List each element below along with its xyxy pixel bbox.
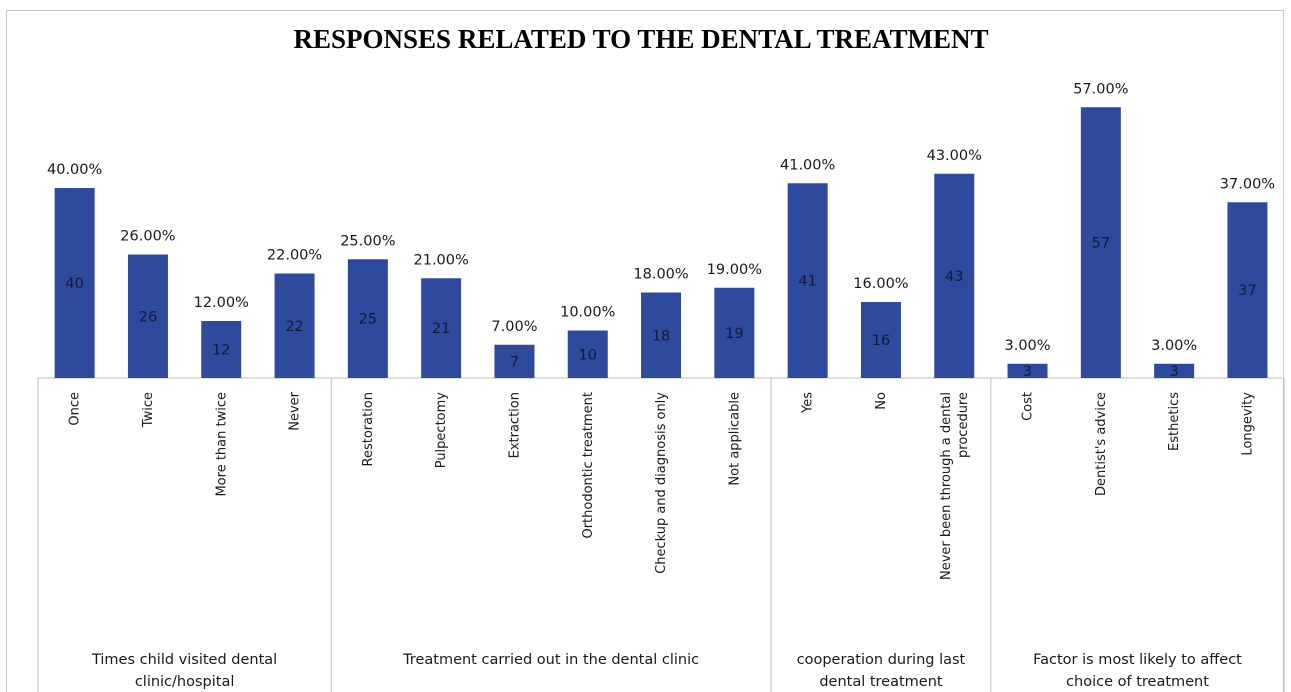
x-tick-label: Restoration xyxy=(361,392,376,466)
bar xyxy=(860,302,901,378)
bar xyxy=(714,287,755,378)
group-label: Times child visited dental xyxy=(91,652,277,668)
bar-value-label: 25 xyxy=(359,312,377,328)
bar xyxy=(421,278,462,378)
bar-percent-label: 16.00% xyxy=(853,276,908,292)
group-label: choice of treatment xyxy=(1066,674,1209,690)
bar-value-label: 21 xyxy=(432,321,450,337)
group-label: Factor is most likely to affect xyxy=(1033,652,1242,668)
group-label: clinic/hospital xyxy=(135,674,235,690)
x-tick-label: procedure xyxy=(956,392,971,458)
bar-value-label: 16 xyxy=(872,333,890,349)
bar xyxy=(567,330,608,378)
bar-percent-label: 3.00% xyxy=(1005,338,1051,354)
bar-percent-label: 10.00% xyxy=(560,305,615,321)
bar xyxy=(201,321,242,378)
bar-value-label: 19 xyxy=(725,326,743,342)
bar-percent-label: 40.00% xyxy=(47,162,102,178)
bar-value-label: 26 xyxy=(139,309,157,325)
x-tick-label: Pulpectomy xyxy=(434,392,449,469)
bar-percent-label: 43.00% xyxy=(927,148,982,164)
group-label: dental treatment xyxy=(819,674,943,690)
group-label: Treatment carried out in the dental clin… xyxy=(402,652,699,668)
x-tick-label: More than twice xyxy=(214,392,229,497)
bar-percent-label: 57.00% xyxy=(1073,81,1128,97)
x-tick-label: Dentist's advice xyxy=(1094,392,1109,496)
bar xyxy=(54,188,95,378)
bar-percent-label: 18.00% xyxy=(633,267,688,283)
group-label: cooperation during last xyxy=(797,652,966,668)
bar-percent-label: 25.00% xyxy=(340,233,395,249)
bar-percent-label: 12.00% xyxy=(194,295,249,311)
bar-percent-label: 7.00% xyxy=(491,319,537,335)
bar-percent-label: 19.00% xyxy=(707,262,762,278)
bar xyxy=(1154,363,1195,378)
bar-value-label: 40 xyxy=(65,276,83,292)
bar-value-label: 43 xyxy=(945,269,963,285)
x-tick-label: Esthetics xyxy=(1167,392,1182,451)
bar xyxy=(641,292,682,378)
bar xyxy=(1007,363,1048,378)
x-tick-label: Never been through a dental xyxy=(939,392,954,580)
bar xyxy=(1080,107,1121,378)
bar-value-label: 10 xyxy=(579,347,597,363)
x-tick-label: Twice xyxy=(141,392,156,428)
x-tick-label: Checkup and diagnosis only xyxy=(654,392,669,574)
x-tick-label: Yes xyxy=(801,392,816,414)
bar xyxy=(274,273,315,378)
x-tick-label: Cost xyxy=(1021,392,1036,421)
bar-value-label: 57 xyxy=(1092,236,1110,252)
bar-percent-label: 3.00% xyxy=(1151,338,1197,354)
bar-value-label: 3 xyxy=(1023,364,1032,380)
x-tick-label: No xyxy=(874,392,889,410)
bar-percent-label: 22.00% xyxy=(267,248,322,264)
bar xyxy=(787,183,828,378)
x-tick-label: Orthodontic treatment xyxy=(581,392,596,539)
bar-value-label: 37 xyxy=(1238,283,1256,299)
bar xyxy=(1227,202,1268,378)
x-tick-label: Not applicable xyxy=(727,392,742,486)
bar-percent-label: 41.00% xyxy=(780,157,835,173)
bar xyxy=(494,344,535,378)
bar xyxy=(127,254,168,378)
bar-value-label: 22 xyxy=(285,319,303,335)
chart-frame xyxy=(6,10,1284,692)
bar-value-label: 18 xyxy=(652,328,670,344)
bar-value-label: 41 xyxy=(798,274,816,290)
bar-value-label: 7 xyxy=(510,354,519,370)
bar xyxy=(347,259,388,378)
bar-value-label: 3 xyxy=(1170,364,1179,380)
bar-percent-label: 26.00% xyxy=(120,229,175,245)
bar-value-label: 12 xyxy=(212,343,230,359)
x-tick-label: Longevity xyxy=(1240,392,1255,456)
plot-area: 40 40.00% Once 26 26.00% Twice 12 12.00% More th… xyxy=(37,81,1285,692)
x-tick-label: Once xyxy=(68,392,83,426)
bar xyxy=(934,173,975,378)
x-tick-label: Never xyxy=(288,391,303,430)
bar-percent-label: 21.00% xyxy=(414,252,469,268)
x-tick-label: Extraction xyxy=(507,392,522,458)
chart-title: RESPONSES RELATED TO THE DENTAL TREATMEN… xyxy=(294,24,989,54)
bar-percent-label: 37.00% xyxy=(1220,176,1275,192)
